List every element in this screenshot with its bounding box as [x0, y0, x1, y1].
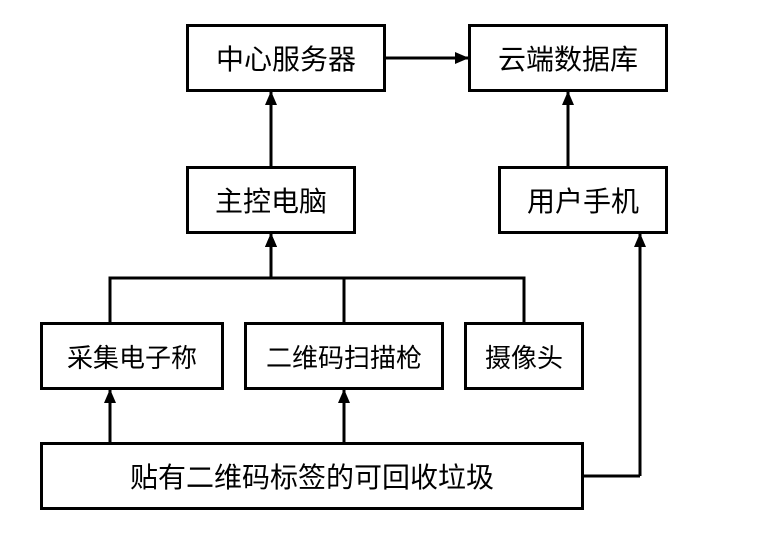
node-label: 云端数据库 — [498, 38, 638, 78]
node-label: 贴有二维码标签的可回收垃圾 — [130, 456, 494, 496]
edge-qr-scanner-to-main-pc — [271, 234, 344, 322]
node-user-phone: 用户手机 — [498, 166, 668, 234]
node-recyclable: 贴有二维码标签的可回收垃圾 — [40, 442, 584, 510]
node-label: 用户手机 — [527, 180, 639, 220]
node-qr-scanner: 二维码扫描枪 — [244, 322, 444, 390]
node-label: 主控电脑 — [215, 180, 327, 220]
node-label: 中心服务器 — [216, 38, 356, 78]
node-label: 摄像头 — [485, 338, 563, 375]
node-cloud-db: 云端数据库 — [468, 24, 668, 92]
node-scale: 采集电子称 — [40, 322, 224, 390]
node-central-server: 中心服务器 — [186, 24, 386, 92]
node-camera: 摄像头 — [464, 322, 584, 390]
node-label: 二维码扫描枪 — [266, 338, 422, 375]
edge-scale-to-main-pc — [110, 234, 271, 322]
node-main-pc: 主控电脑 — [186, 166, 356, 234]
edge-camera-to-main-pc — [271, 234, 524, 322]
node-label: 采集电子称 — [67, 338, 197, 375]
